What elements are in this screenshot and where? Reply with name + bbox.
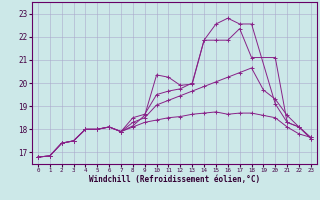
X-axis label: Windchill (Refroidissement éolien,°C): Windchill (Refroidissement éolien,°C) (89, 175, 260, 184)
